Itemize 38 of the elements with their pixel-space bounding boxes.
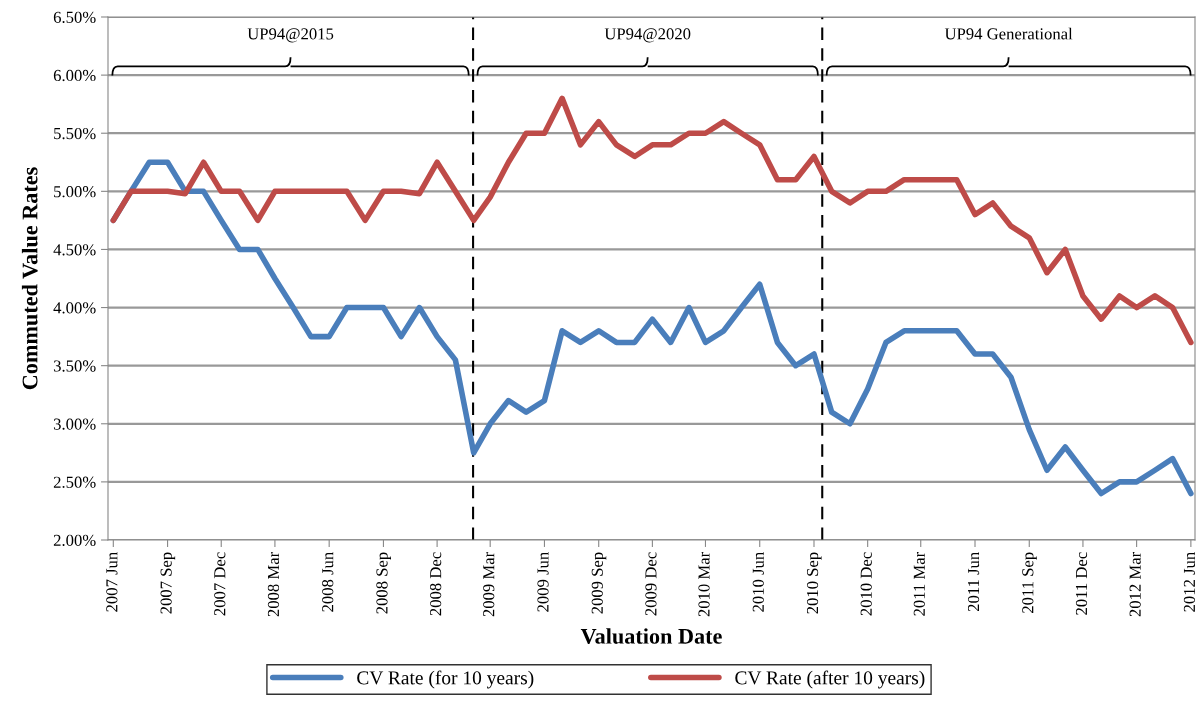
x-tick-label: 2010 Mar bbox=[698, 551, 710, 617]
x-tick-label: 2011 Jun bbox=[967, 552, 980, 612]
x-tick-label: 2010 Jun bbox=[752, 552, 764, 612]
y-tick-label: 5.50% bbox=[54, 127, 96, 140]
y-tick-label: 5.00% bbox=[54, 186, 96, 198]
x-tick-label: 2011 Mar bbox=[913, 551, 925, 616]
legend-label: CV Rate (for 10 years) bbox=[357, 670, 534, 689]
y-tick-label: 6.00% bbox=[53, 69, 96, 82]
x-tick-label: 2011 Sep bbox=[1022, 552, 1037, 613]
x-tick-label: 2009 Jun bbox=[537, 552, 549, 612]
x-tick-label: 2007 Jun bbox=[106, 552, 118, 612]
y-tick-label: 4.50% bbox=[53, 244, 96, 256]
annotation: UP94@2020 bbox=[604, 28, 691, 43]
x-tick-label: 2010 Sep bbox=[806, 552, 822, 614]
x-tick-label: 2008 Dec bbox=[430, 552, 442, 616]
y-axis-title: Commuted Value Rates bbox=[21, 167, 38, 390]
x-tick-label: 2007 Dec bbox=[214, 552, 226, 616]
y-tick-label: 6.50% bbox=[53, 11, 96, 24]
x-tick-label: 2009 Mar bbox=[483, 551, 495, 617]
annotation: UP94@2015 bbox=[247, 28, 334, 43]
y-tick-label: 2.50% bbox=[53, 476, 96, 488]
x-tick-label: 2008 Mar bbox=[267, 551, 280, 617]
x-tick-label: 2008 Jun bbox=[322, 552, 334, 612]
y-tick-label: 4.00% bbox=[53, 302, 96, 314]
y-tick-label: 3.50% bbox=[53, 360, 96, 372]
x-tick-label: 2010 Dec bbox=[860, 552, 872, 616]
x-tick-label: 2009 Dec bbox=[645, 552, 657, 616]
x-tick-label: 2008 Sep bbox=[376, 552, 391, 614]
y-tick-label: 2.00% bbox=[53, 534, 96, 547]
x-axis-title: Valuation Date bbox=[580, 628, 722, 644]
x-tick-label: 2007 Sep bbox=[160, 552, 176, 614]
legend-label: CV Rate (after 10 years) bbox=[735, 670, 925, 689]
x-tick-label: 2012 Jun bbox=[1183, 552, 1196, 612]
annotation: UP94 Generational bbox=[944, 27, 1073, 40]
x-tick-label: 2009 Sep bbox=[591, 552, 607, 614]
x-tick-label: 2011 Dec bbox=[1075, 552, 1088, 615]
x-tick-label: 2012 Mar bbox=[1129, 551, 1141, 617]
y-tick-label: 3.00% bbox=[53, 418, 96, 430]
